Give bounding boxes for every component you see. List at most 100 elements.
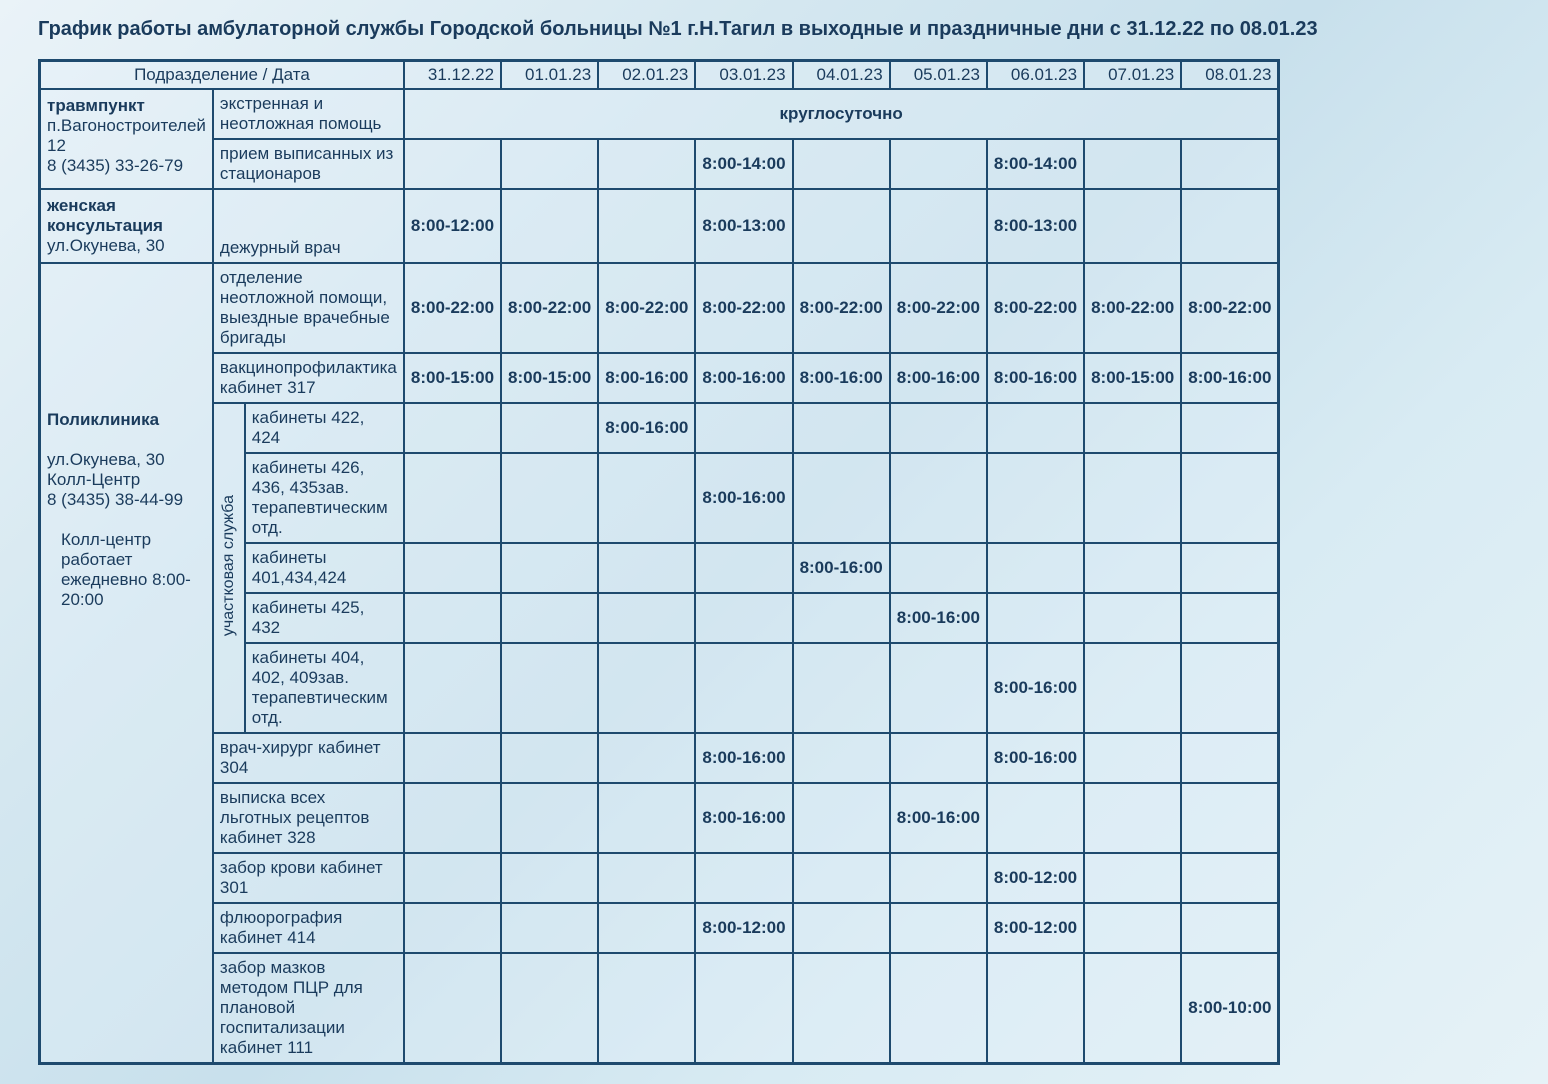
time-cell — [501, 453, 598, 543]
time-cell — [1181, 783, 1279, 853]
time-cell: 8:00-16:00 — [890, 593, 987, 643]
time-cell: 8:00-15:00 — [1084, 353, 1181, 403]
time-cell: 8:00-12:00 — [695, 903, 792, 953]
time-cell — [695, 543, 792, 593]
date-col-6: 06.01.23 — [987, 61, 1084, 90]
service-label: кабинеты 404, 402, 409зав. терапевтическ… — [245, 643, 404, 733]
table-row: вакцинопрофилактика кабинет 317 8:00-15:… — [40, 353, 1279, 403]
date-col-4: 04.01.23 — [793, 61, 890, 90]
time-cell: 8:00-22:00 — [501, 263, 598, 353]
time-cell — [404, 593, 501, 643]
time-cell: 8:00-16:00 — [695, 353, 792, 403]
time-cell: 8:00-16:00 — [1181, 353, 1279, 403]
time-cell — [890, 403, 987, 453]
time-cell — [1181, 139, 1279, 189]
time-cell — [1084, 903, 1181, 953]
time-cell — [1181, 903, 1279, 953]
time-cell — [890, 543, 987, 593]
service-label: забор мазков методом ПЦР для плановой го… — [213, 953, 404, 1064]
time-cell — [501, 733, 598, 783]
table-row: забор крови кабинет 301 8:00-12:00 — [40, 853, 1279, 903]
time-cell: 8:00-22:00 — [404, 263, 501, 353]
time-cell: 8:00-16:00 — [695, 733, 792, 783]
time-cell — [793, 733, 890, 783]
time-cell — [793, 783, 890, 853]
time-cell: 8:00-16:00 — [695, 783, 792, 853]
dept-name: Поликлиника — [47, 410, 159, 429]
time-cell — [598, 453, 695, 543]
time-cell — [793, 453, 890, 543]
time-cell: 8:00-22:00 — [1181, 263, 1279, 353]
time-cell — [501, 953, 598, 1064]
time-cell — [987, 783, 1084, 853]
time-cell — [987, 403, 1084, 453]
dept-phone: 8 (3435) 33-26-79 — [47, 156, 183, 175]
time-cell — [987, 593, 1084, 643]
date-col-1: 01.01.23 — [501, 61, 598, 90]
time-cell — [1084, 403, 1181, 453]
time-cell: 8:00-12:00 — [987, 853, 1084, 903]
time-cell — [598, 783, 695, 853]
service-label: выписка всех льготных рецептов кабинет 3… — [213, 783, 404, 853]
header-row: Подразделение / Дата 31.12.22 01.01.23 0… — [40, 61, 1279, 90]
district-service-label: участковая служба — [213, 403, 245, 733]
time-cell — [1084, 543, 1181, 593]
time-cell: 8:00-15:00 — [404, 353, 501, 403]
time-cell: 8:00-16:00 — [598, 353, 695, 403]
time-cell — [1181, 643, 1279, 733]
date-col-7: 07.01.23 — [1084, 61, 1181, 90]
time-cell — [1181, 853, 1279, 903]
time-cell — [501, 783, 598, 853]
time-cell — [793, 593, 890, 643]
time-cell — [1084, 953, 1181, 1064]
time-cell — [1084, 643, 1181, 733]
time-cell: 8:00-10:00 — [1181, 953, 1279, 1064]
time-cell — [1084, 853, 1181, 903]
time-cell — [890, 139, 987, 189]
date-col-5: 05.01.23 — [890, 61, 987, 90]
time-cell — [695, 593, 792, 643]
service-label: кабинеты 422, 424 — [245, 403, 404, 453]
time-cell: 8:00-14:00 — [987, 139, 1084, 189]
time-cell — [695, 403, 792, 453]
time-cell — [404, 139, 501, 189]
time-cell: 8:00-15:00 — [501, 353, 598, 403]
service-label: дежурный врач — [213, 189, 404, 263]
table-row: забор мазков методом ПЦР для плановой го… — [40, 953, 1279, 1064]
date-col-0: 31.12.22 — [404, 61, 501, 90]
time-cell — [404, 453, 501, 543]
service-label: отделение неотложной помощи, выездные вр… — [213, 263, 404, 353]
time-cell — [1181, 543, 1279, 593]
time-cell — [404, 853, 501, 903]
time-cell: 8:00-16:00 — [987, 353, 1084, 403]
schedule-table: Подразделение / Дата 31.12.22 01.01.23 0… — [38, 59, 1280, 1065]
date-col-3: 03.01.23 — [695, 61, 792, 90]
service-label: врач-хирург кабинет 304 — [213, 733, 404, 783]
time-cell — [1181, 593, 1279, 643]
time-cell — [1181, 189, 1279, 263]
header-subject: Подразделение / Дата — [40, 61, 404, 90]
time-cell: 8:00-16:00 — [793, 543, 890, 593]
time-cell — [1084, 189, 1181, 263]
table-row: участковая служба кабинеты 422, 424 8:00… — [40, 403, 1279, 453]
time-cell — [1181, 453, 1279, 543]
time-cell — [793, 853, 890, 903]
dept-addr: ул.Окунева, 30 — [47, 236, 165, 255]
time-cell — [598, 733, 695, 783]
time-cell: 8:00-14:00 — [695, 139, 792, 189]
time-cell — [1084, 783, 1181, 853]
time-cell — [1084, 453, 1181, 543]
service-label: кабинеты 426, 436, 435зав. терапевтическ… — [245, 453, 404, 543]
time-cell: 8:00-22:00 — [598, 263, 695, 353]
service-label: кабинеты 401,434,424 — [245, 543, 404, 593]
service-label: кабинеты 425, 432 — [245, 593, 404, 643]
time-cell — [501, 403, 598, 453]
time-cell — [404, 643, 501, 733]
time-cell — [890, 643, 987, 733]
time-cell: 8:00-22:00 — [793, 263, 890, 353]
time-cell — [890, 733, 987, 783]
dept-name: женская консультация — [47, 196, 163, 235]
time-cell: 8:00-12:00 — [404, 189, 501, 263]
service-label: экстренная и неотложная помощь — [213, 89, 404, 139]
time-cell — [501, 903, 598, 953]
